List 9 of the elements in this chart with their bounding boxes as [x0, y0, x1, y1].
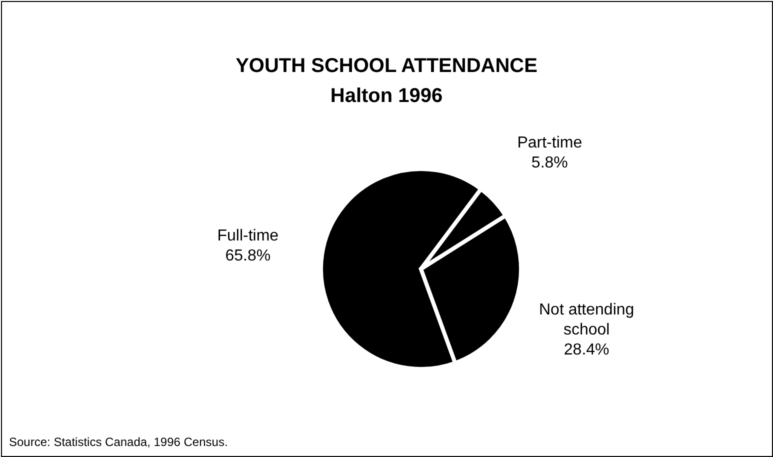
slice-label: Full-time	[217, 227, 279, 244]
chart-title: YOUTH SCHOOL ATTENDANCE	[236, 55, 538, 77]
data-label: 28.4%	[564, 342, 610, 359]
chart-subtitle: Halton 1996	[330, 85, 443, 107]
data-label: 5.8%	[531, 154, 568, 172]
source-note: Source: Statistics Canada, 1996 Census.	[9, 435, 228, 449]
data-label: 65.8%	[225, 247, 271, 264]
slice-label: Part-time	[517, 134, 582, 152]
slice-label: Not attending school	[538, 302, 634, 339]
